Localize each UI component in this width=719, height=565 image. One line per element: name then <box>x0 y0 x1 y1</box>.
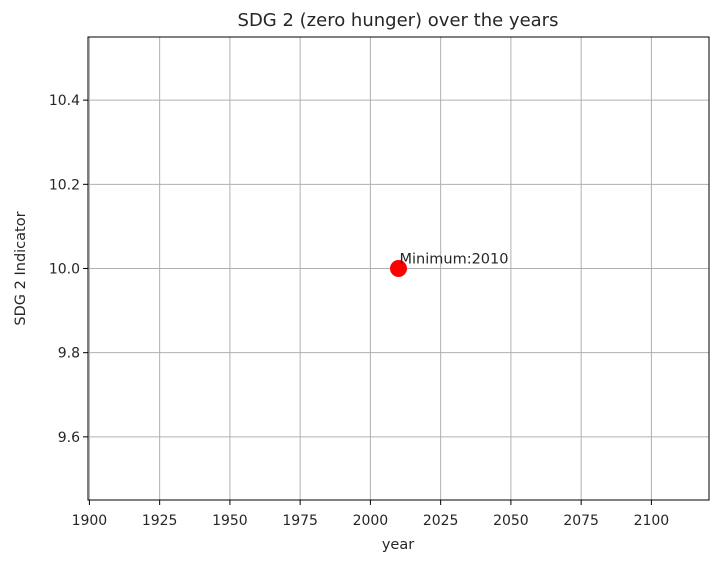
y-tick-label: 9.8 <box>58 346 80 362</box>
data-marks: Minimum:2010 <box>390 252 509 277</box>
x-tick-label: 1975 <box>282 513 318 529</box>
y-axis: 9.6 9.8 10.0 10.2 10.4 <box>49 93 88 446</box>
y-tick-label: 10.2 <box>49 177 80 193</box>
y-tick-label: 9.6 <box>58 430 80 446</box>
y-tick-label: 10.0 <box>49 262 80 278</box>
y-axis-label: SDG 2 Indicator <box>13 211 29 325</box>
data-point <box>390 260 407 277</box>
grid <box>88 37 709 500</box>
y-tick-label: 10.4 <box>49 93 80 109</box>
x-tick-label: 1900 <box>72 513 108 529</box>
x-tick-label: 2075 <box>563 513 599 529</box>
x-axis: 1900 1925 1950 1975 2000 2025 2050 2075 2100 <box>72 500 670 529</box>
x-tick-label: 2100 <box>634 513 670 529</box>
x-tick-label: 2000 <box>353 513 389 529</box>
x-tick-label: 1925 <box>142 513 178 529</box>
x-tick-label: 2050 <box>493 513 529 529</box>
x-tick-label: 1950 <box>212 513 248 529</box>
chart-title: SDG 2 (zero hunger) over the years <box>238 10 559 31</box>
x-axis-label: year <box>382 537 414 553</box>
x-tick-label: 2025 <box>423 513 459 529</box>
annotation-label: Minimum:2010 <box>400 252 509 268</box>
